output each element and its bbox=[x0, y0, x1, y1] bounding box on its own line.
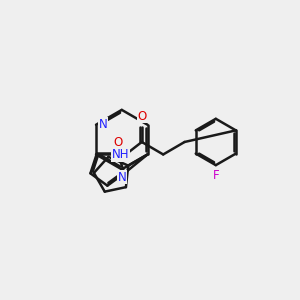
Text: O: O bbox=[137, 110, 146, 123]
Text: N: N bbox=[98, 118, 107, 130]
Text: NH: NH bbox=[112, 148, 129, 161]
Text: N: N bbox=[117, 171, 126, 184]
Text: O: O bbox=[113, 136, 122, 149]
Text: F: F bbox=[212, 169, 219, 182]
